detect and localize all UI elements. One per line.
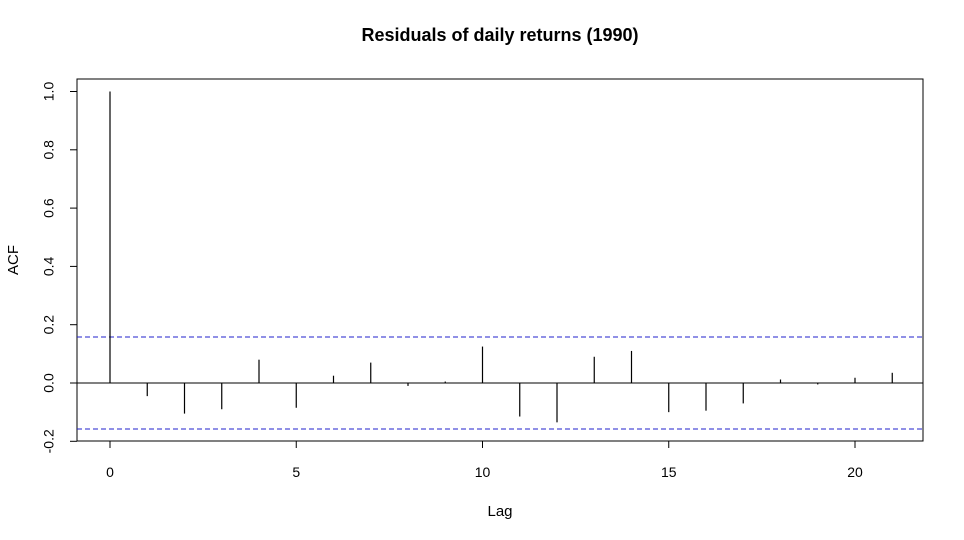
y-tick-label: 0.0 <box>41 373 57 393</box>
y-tick-label: 1.0 <box>41 82 57 102</box>
x-axis: 0 5 10 15 20 <box>106 440 863 480</box>
x-tick-label: 15 <box>661 464 677 480</box>
x-tick-label: 20 <box>847 464 863 480</box>
y-tick-label: 0.6 <box>41 198 57 218</box>
y-tick-label: 0.4 <box>41 256 57 276</box>
acf-bars <box>109 91 893 423</box>
x-tick-label: 5 <box>292 464 300 480</box>
x-tick-label: 10 <box>475 464 491 480</box>
y-axis-label: ACF <box>5 245 22 275</box>
y-tick-label: 0.2 <box>41 315 57 335</box>
x-axis-label: Lag <box>487 503 512 520</box>
y-tick-label: -0.2 <box>41 429 57 453</box>
plot-frame <box>76 78 924 442</box>
y-tick-label: 0.8 <box>41 140 57 160</box>
x-tick-label: 0 <box>106 464 114 480</box>
y-axis: -0.2 0.0 0.2 0.4 0.6 0.8 1.0 <box>41 82 78 453</box>
chart-title: Residuals of daily returns (1990) <box>361 25 638 45</box>
